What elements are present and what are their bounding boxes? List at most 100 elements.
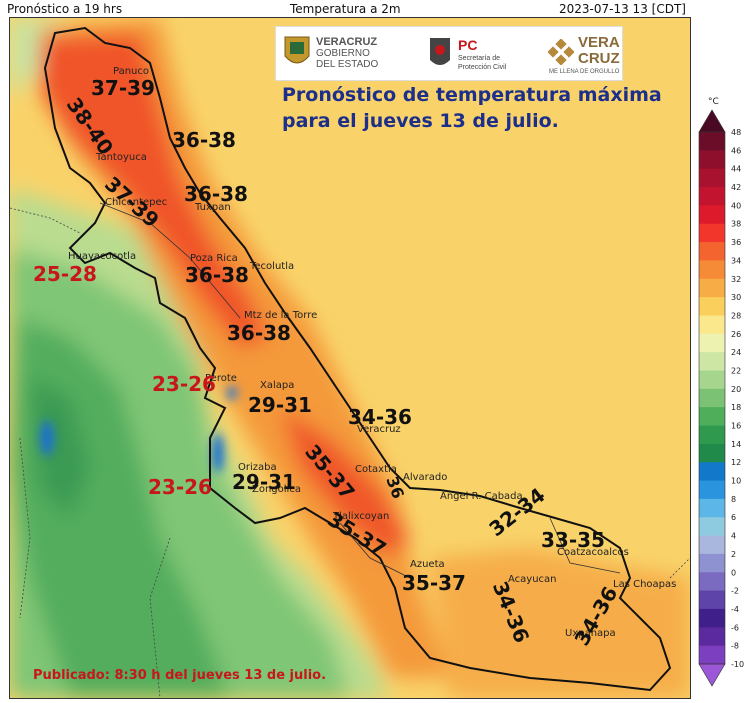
temp-range-label: 36-38 [227,321,291,345]
temp-range-label: 33-35 [541,528,605,552]
legend-color-swatch [699,223,725,243]
temp-range-label: 29-31 [248,393,312,417]
municipal-borders [99,202,621,579]
legend-tick-label: 14 [731,440,741,449]
logo-veracruz-3: DEL ESTADO [316,59,379,70]
temp-range-label: 36-38 [184,182,248,206]
title-line-2: para el jueves 13 de julio. [282,110,559,132]
legend-tick-label: 36 [731,238,741,247]
legend-tick-label: 4 [731,532,736,541]
legend-tick-label: 44 [731,165,741,174]
state-border [43,26,672,692]
logo-veracruz-1: VERACRUZ [316,36,378,48]
legend-tick-label: 8 [731,495,736,504]
legend-tick-label: 16 [731,422,741,431]
legend-unit: °C [708,97,719,107]
legend-color-swatch [699,425,725,445]
city-label: Alvarado [403,472,448,483]
temp-range-label: 23-26 [152,372,216,396]
legend-color-swatch [699,443,725,463]
legend-color-swatch [699,260,725,280]
legend-tick-label: 42 [731,183,741,192]
city-label: Chicontepec [105,197,168,208]
city-label: Huayacocotla [68,251,137,262]
legend-tick-label: -4 [731,605,739,614]
logo-cruz: CRUZ [578,50,620,67]
city-label: Cotaxtla [355,464,397,475]
city-label: Uxpanapa [565,628,616,639]
city-label: Panuco [113,66,150,77]
logo-vera: VERA [578,34,620,51]
legend-color-swatch [699,480,725,500]
city-label: Tuxpan [195,202,231,213]
neighbor-borders [9,207,691,699]
veracruz-shield-icon [284,36,310,64]
legend-tick-label: -8 [731,642,739,651]
city-label: Orizaba [238,462,277,473]
temp-range-label: 29-31 [232,470,296,494]
legend-tick-label: -6 [731,623,739,632]
legend-color-swatch [699,297,725,316]
legend-color-swatch [699,370,725,390]
legend-color-swatch [699,242,725,261]
title-line-1: Pronóstico de temperatura máxima [282,84,662,106]
legend-tick-label: 18 [731,403,741,412]
city-label: Tecolutla [250,261,295,272]
legend-color-swatch [699,333,725,353]
legend-color-swatch [699,205,725,225]
legend-tick-label: 26 [731,330,741,339]
legend-tick-label: 6 [731,513,736,522]
city-label: Las Choapas [613,579,677,590]
temperature-map [9,17,691,699]
legend-frame [698,131,726,665]
legend-tick-label: 34 [731,256,741,265]
legend-color-swatch [699,572,725,592]
legend-tick-label: 0 [731,568,736,577]
legend-color-swatch [699,498,725,518]
legend-tick-label: -2 [731,587,739,596]
header-right: 2023-07-13 13 [CDT] [559,2,686,16]
legend-color-swatch [698,663,726,687]
temp-range-label: 36-38 [172,128,236,152]
legend-tick-label: 12 [731,458,741,467]
legend-color-swatch [699,462,725,482]
logo-pc-abbr: PC [458,37,478,53]
legend-color-swatch [699,150,725,170]
legend-color-swatch [699,388,725,408]
brand-pattern-icon [548,39,574,65]
legend-tick-label: 48 [731,128,741,137]
city-label: Tlalixcoyan [333,511,390,522]
legend-tick-label: 2 [731,550,736,559]
header-left: Pronóstico a 19 hrs [7,2,123,16]
legend-color-swatch [699,535,725,555]
header-center: Temperatura a 2m [290,2,401,16]
legend-tick-label: 30 [731,293,741,302]
temp-range-label: 35-37 [402,571,466,595]
city-label: Zongolica [252,484,301,495]
city-label: Xalapa [260,380,295,391]
legend-tick-label: 32 [731,275,741,284]
legend-color-swatch [699,187,725,206]
temp-range-label: 37-39 [91,76,155,100]
legend-tick-label: 22 [731,366,741,375]
legend-color-swatch [699,627,725,647]
legend-color-swatch [699,407,725,427]
legend-color-swatch [699,278,725,298]
legend-tick-label: 24 [731,348,741,357]
city-label: Tantoyuca [96,152,147,163]
city-label: Poza Rica [190,253,238,264]
logo-banner: VERACRUZ GOBIERNO DEL ESTADO PC Secretar… [276,27,622,80]
logo-pc-2: Protección Civil [458,64,507,71]
legend-color-swatch [698,109,726,133]
logo-slogan: ME LLENA DE ORGULLO [549,69,620,75]
legend-tick-label: 46 [731,146,741,155]
city-label: Veracruz [357,424,401,435]
pc-emblem-icon [430,38,450,65]
legend-tick-label: 10 [731,477,741,486]
legend-color-swatch [699,590,725,610]
temp-range-label: 25-28 [33,262,97,286]
legend-tick-label: -10 [731,660,744,669]
legend-color-swatch [699,168,725,188]
legend-tick-label: 20 [731,385,741,394]
published-note: Publicado: 8:30 h del jueves 13 de julio… [33,668,327,683]
